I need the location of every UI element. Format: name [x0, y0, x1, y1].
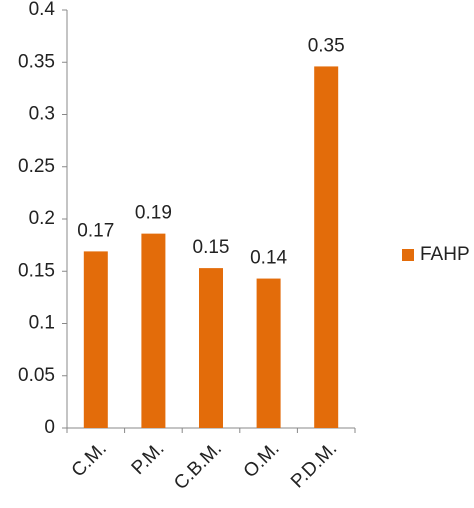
- value-label: 0.14: [250, 248, 287, 269]
- y-tick-label: 0.25: [18, 156, 55, 177]
- bar: [256, 278, 281, 428]
- bar: [141, 233, 166, 428]
- x-tick-label: P.M.: [128, 438, 169, 479]
- value-label: 0.19: [135, 203, 172, 224]
- y-tick-label: 0.3: [29, 104, 55, 125]
- y-tick-label: 0: [44, 417, 55, 438]
- legend-label: FAHP: [420, 244, 470, 265]
- y-tick-label: 0.35: [18, 51, 55, 72]
- x-tick-label: C.M.: [68, 438, 111, 481]
- y-tick-label: 0.4: [29, 0, 56, 20]
- value-label: 0.17: [77, 220, 114, 241]
- x-tick-label: O.M.: [240, 438, 284, 482]
- value-label: 0.15: [193, 237, 230, 258]
- y-tick-label: 0.2: [29, 208, 55, 229]
- bar: [314, 66, 339, 429]
- x-tick-label: C.B.M.: [170, 438, 226, 494]
- y-tick-label: 0.05: [18, 365, 55, 386]
- x-tick-label: P.D.M.: [287, 438, 341, 492]
- bar: [199, 268, 223, 428]
- y-tick-label: 0.1: [29, 313, 55, 334]
- legend-swatch: [402, 249, 414, 261]
- y-tick-label: 0.15: [18, 260, 55, 281]
- bar: [83, 251, 108, 428]
- value-label: 0.35: [308, 35, 345, 56]
